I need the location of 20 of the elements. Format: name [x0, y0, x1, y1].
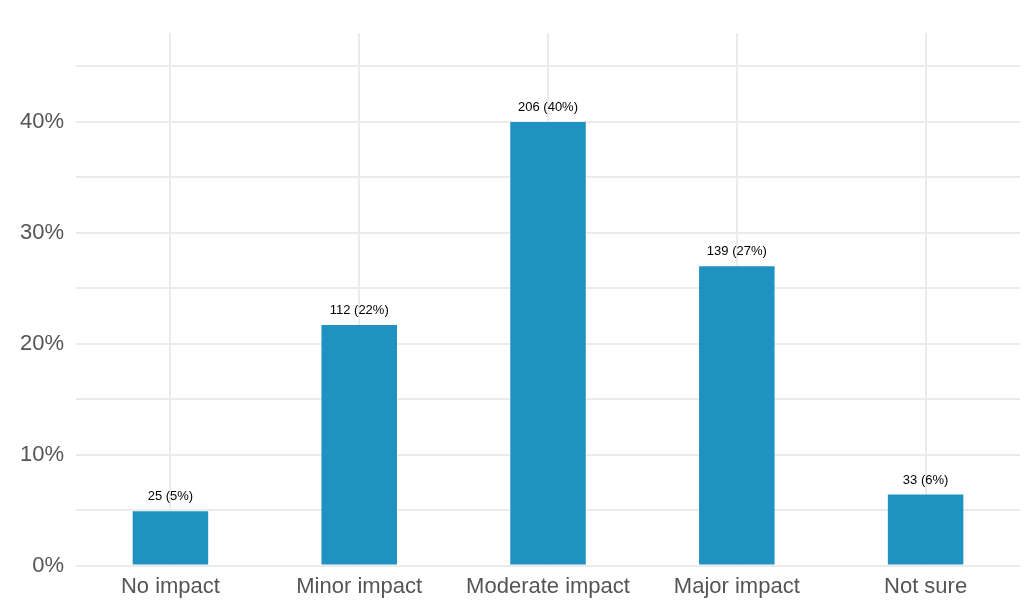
data-label: 33 (6%) — [902, 471, 949, 487]
bar — [699, 266, 775, 565]
data-label: 25 (5%) — [147, 488, 194, 504]
y-tick-label: 10% — [19, 440, 65, 466]
bar — [887, 494, 964, 565]
y-tick-label: 0% — [32, 551, 65, 577]
data-label: 112 (22%) — [329, 301, 389, 317]
y-tick-label: 30% — [19, 218, 65, 244]
x-tick-label: Not sure — [884, 572, 968, 598]
x-tick-label: Moderate impact — [466, 572, 630, 598]
y-tick-label: 20% — [19, 329, 65, 355]
x-tick-label: No impact — [120, 572, 220, 598]
data-label: 139 (27%) — [706, 243, 767, 259]
x-tick-label: Minor impact — [296, 572, 423, 598]
bar — [132, 511, 209, 565]
bar — [510, 121, 586, 565]
y-tick-label: 40% — [19, 108, 65, 133]
x-tick-label: Major impact — [673, 572, 800, 598]
data-label: 206 (40%) — [518, 99, 579, 115]
bar — [321, 324, 397, 565]
